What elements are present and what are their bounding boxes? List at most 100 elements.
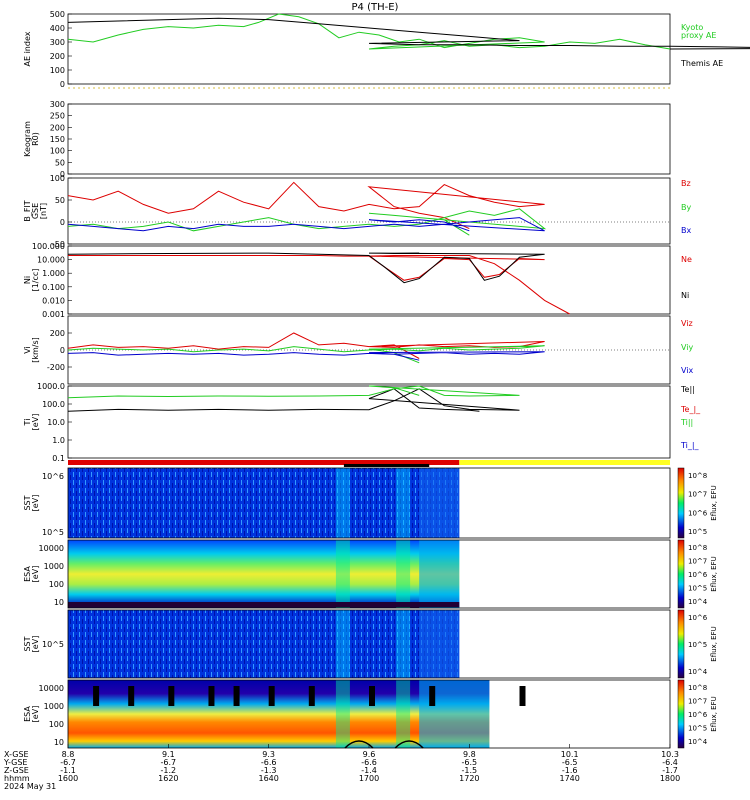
mode-bar-yellow [459,460,670,465]
esa-eflux-1-colorbar-label: Eflux, EFU [710,556,718,591]
bfield-ylabel: B_FIT [23,200,32,221]
series-line-themis-ae [67,17,750,50]
esa-eflux-1-frame [67,539,671,609]
y-tick-label: 200 [50,52,65,61]
legend-entry: Te|| [680,385,695,394]
y-tick-label: 100 [50,147,65,156]
xaxis-tick-y: -6.4 [662,758,678,767]
series-line-bz [67,181,545,230]
esa-eflux-1-band-0 [335,540,350,608]
xaxis-tick-z: -1.5 [462,766,478,775]
series-line-bx [67,217,545,232]
y-tick-label: 400 [50,24,65,33]
colorbar-tick: 10^4 [688,598,708,606]
y-tick-label: 100.0 [42,400,65,409]
esa-eflux-2-spectrogram [68,680,490,748]
y-tick-label: 500 [50,10,65,19]
xaxis-tick-hhmm: 1620 [158,774,178,783]
sst-eflux-1-colorbar-label: Eflux, EFU [710,485,718,520]
legend-entry: Ni [681,291,689,300]
sst-eflux-1-frame [67,467,671,539]
colorbar-tick: 10^5 [688,725,707,733]
esa-dark-block-8 [429,686,436,706]
colorbar-tick: 10^4 [688,668,708,676]
legend-entry: Bz [681,179,691,188]
legend-entry: Ti_|_ [680,441,700,450]
y-tick-label: 0.010 [42,296,65,305]
xaxis-tick-z: -1.3 [261,766,277,775]
y-tick-label: 100 [50,66,65,75]
xaxis-tick-y: -6.6 [361,758,377,767]
series-line-kyoto-proxy-ae [67,13,671,50]
y-tick-label: 1000 [44,702,64,711]
density-frame [67,245,671,315]
legend-entry: Themis AE [680,59,723,68]
legend-entry: Ne [681,255,692,264]
colorbar-tick: 10^6 [688,614,708,622]
esa-eflux-2-colorbar-label: Eflux, EFU [710,696,718,731]
legend-entry: Kyoto [681,23,703,32]
y-tick-label: 0.1 [52,454,65,463]
xaxis-tick-x: 9.8 [463,750,476,759]
esa-dark-block-4 [233,686,240,706]
legend-entry: Te_|_ [680,405,701,414]
legend-entry: By [681,203,691,212]
series-line-ni [67,252,545,284]
y-tick-label: 10.0 [47,418,65,427]
colorbar-tick: 10^7 [688,558,707,566]
series-line-ti- [67,385,520,399]
keogram-ylabel: Keogram [23,121,32,157]
y-tick-label: 1.000 [42,269,65,278]
colorbar-tick: 10^7 [688,491,707,499]
esa-eflux-1-tail [419,540,460,608]
colorbar-tick: 10^6 [688,509,708,517]
xaxis-row-label: Z-GSE [4,766,29,775]
bfield-panel: B_FIT GSE [nT] -50 0 50 100 Bz By Bx [23,174,691,249]
sst-eflux-2-colorbar-label: Eflux, EFU [710,626,718,661]
plot-title: P4 (TH-E) [352,2,399,13]
y-tick-label: 0.100 [42,283,65,292]
y-tick-label: 10.000 [37,256,65,265]
y-tick-label: 10^6 [42,472,64,481]
xaxis-tick-y: -6.5 [562,758,578,767]
colorbar-tick: 10^7 [688,698,707,706]
mode-bar-red [68,460,460,465]
sst-eflux-1-ylabel: [eV] [31,495,40,512]
colorbar-tick: 10^5 [688,585,707,593]
xaxis-row-label: hhmm [4,774,30,783]
bfield-frame [67,177,671,245]
y-tick-label: 250 [50,112,65,121]
y-tick-label: 0.001 [42,310,65,319]
xaxis-tick-x: 8.8 [62,750,75,759]
y-tick-label: 10 [54,598,64,607]
esa-eflux-2-band-1 [396,680,411,748]
y-tick-label: -200 [47,363,65,372]
xaxis-tick-x: 9.3 [262,750,275,759]
colorbar-tick: 10^6 [688,571,708,579]
legend-entry: Viy [681,343,694,352]
esa-eflux-2-ylabel: ESA [23,706,32,722]
y-tick-label: 100.000 [32,242,65,251]
colorbar-tick: 10^5 [688,528,707,536]
esa1-low-band [68,602,460,607]
xaxis-tick-y: -6.6 [261,758,277,767]
density-ylabel: Ni [23,276,32,284]
colorbar-tick: 10^5 [688,641,707,649]
xaxis-tick-hhmm: 1740 [559,774,579,783]
xaxis-tick-hhmm: 1600 [58,774,78,783]
xaxis-tick-z: -1.1 [60,766,76,775]
esa-eflux-2-band-0 [335,680,350,748]
keogram-panel: Keogram R0) 0 50 100 150 200 250 300 [23,100,671,179]
y-tick-label: 10^5 [42,528,64,537]
series-line-ne [68,255,570,315]
keogram-frame [67,103,671,175]
y-tick-label: 300 [50,100,65,109]
ae-ylabel: AE index [23,31,32,66]
xaxis-tick-x: 9.6 [363,750,376,759]
sst-eflux-1-tail [419,468,460,538]
velocity-panel: Vi [km/s] -200 0 200 Viz Viy Vix [23,315,694,385]
sst-eflux-2-spectrogram [68,610,460,678]
series-line-te- [67,388,520,412]
velocity-ylabel: Vi [23,346,32,354]
